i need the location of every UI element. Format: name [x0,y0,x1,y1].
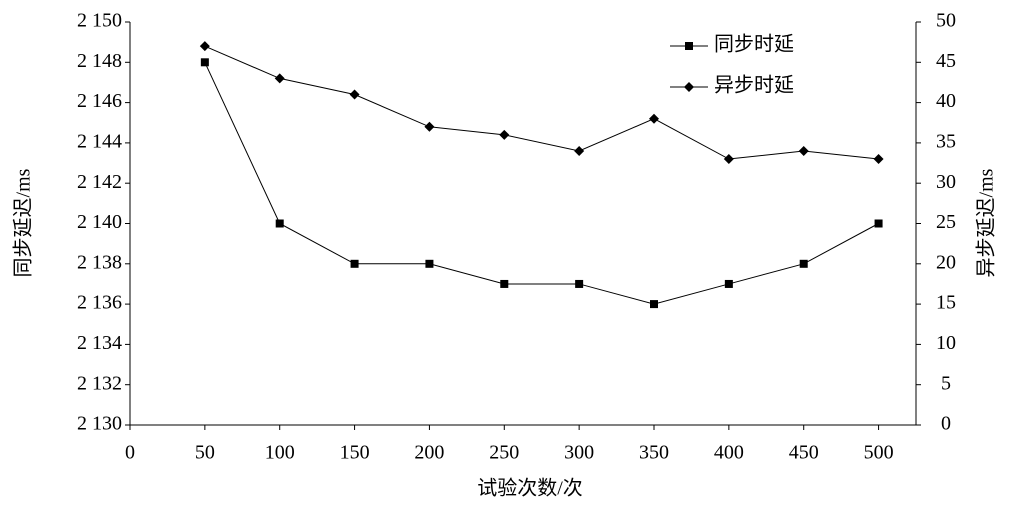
y2-tick-label: 15 [936,292,956,314]
y-tick-label: 2 130 [77,413,122,435]
marker [200,58,209,67]
y2-tick-label: 35 [936,130,956,152]
x-tick-label: 350 [639,442,669,464]
marker [724,279,733,288]
legend-label: 同步时延 [714,33,794,56]
legend-marker [684,82,694,92]
marker [349,89,360,100]
x-axis-label: 试验次数/次 [477,477,583,500]
y2-axis-label: 异步延迟/ms [975,168,998,277]
legend-marker [685,42,693,50]
series-line [204,45,879,160]
marker [574,145,585,156]
marker [799,259,808,268]
x-tick-label: 150 [340,442,370,464]
y-tick-label: 2 138 [77,251,122,273]
y-tick-label: 2 136 [77,292,122,314]
marker [275,219,284,228]
x-tick-label: 450 [789,442,819,464]
x-tick-label: 300 [564,442,594,464]
marker [723,154,734,165]
y-tick-label: 2 148 [77,50,122,72]
y-tick-label: 2 132 [77,372,122,394]
marker [500,279,509,288]
y2-tick-label: 40 [936,90,956,112]
y-tick-label: 2 144 [77,130,122,152]
x-tick-label: 0 [125,442,135,464]
y2-tick-label: 45 [936,50,956,72]
x-tick-label: 250 [489,442,519,464]
marker [274,73,285,84]
x-tick-label: 400 [714,442,744,464]
marker [798,145,809,156]
legend-label: 异步时延 [714,74,794,97]
y2-tick-label: 5 [941,372,951,394]
y-tick-label: 2 150 [77,10,122,32]
y2-tick-label: 25 [936,211,956,233]
y-axis-label: 同步延迟/ms [12,168,35,277]
series-line [204,62,879,305]
y2-tick-label: 0 [941,413,951,435]
x-tick-label: 100 [265,442,295,464]
y2-tick-label: 30 [936,171,956,193]
marker [499,129,510,140]
marker [199,41,210,52]
y-tick-label: 2 134 [77,332,122,354]
y-tick-label: 2 146 [77,90,122,112]
y-tick-label: 2 142 [77,171,122,193]
y2-tick-label: 50 [936,10,956,32]
marker [425,259,434,268]
marker [650,300,658,309]
marker [424,121,435,132]
x-tick-label: 500 [864,442,894,464]
marker [874,219,883,228]
x-tick-label: 200 [414,442,444,464]
marker [350,259,359,268]
x-tick-label: 50 [195,442,215,464]
marker [649,113,659,124]
y2-tick-label: 10 [936,332,956,354]
marker [575,279,584,288]
marker [873,154,884,165]
y-tick-label: 2 140 [77,211,122,233]
y2-tick-label: 20 [936,251,956,273]
